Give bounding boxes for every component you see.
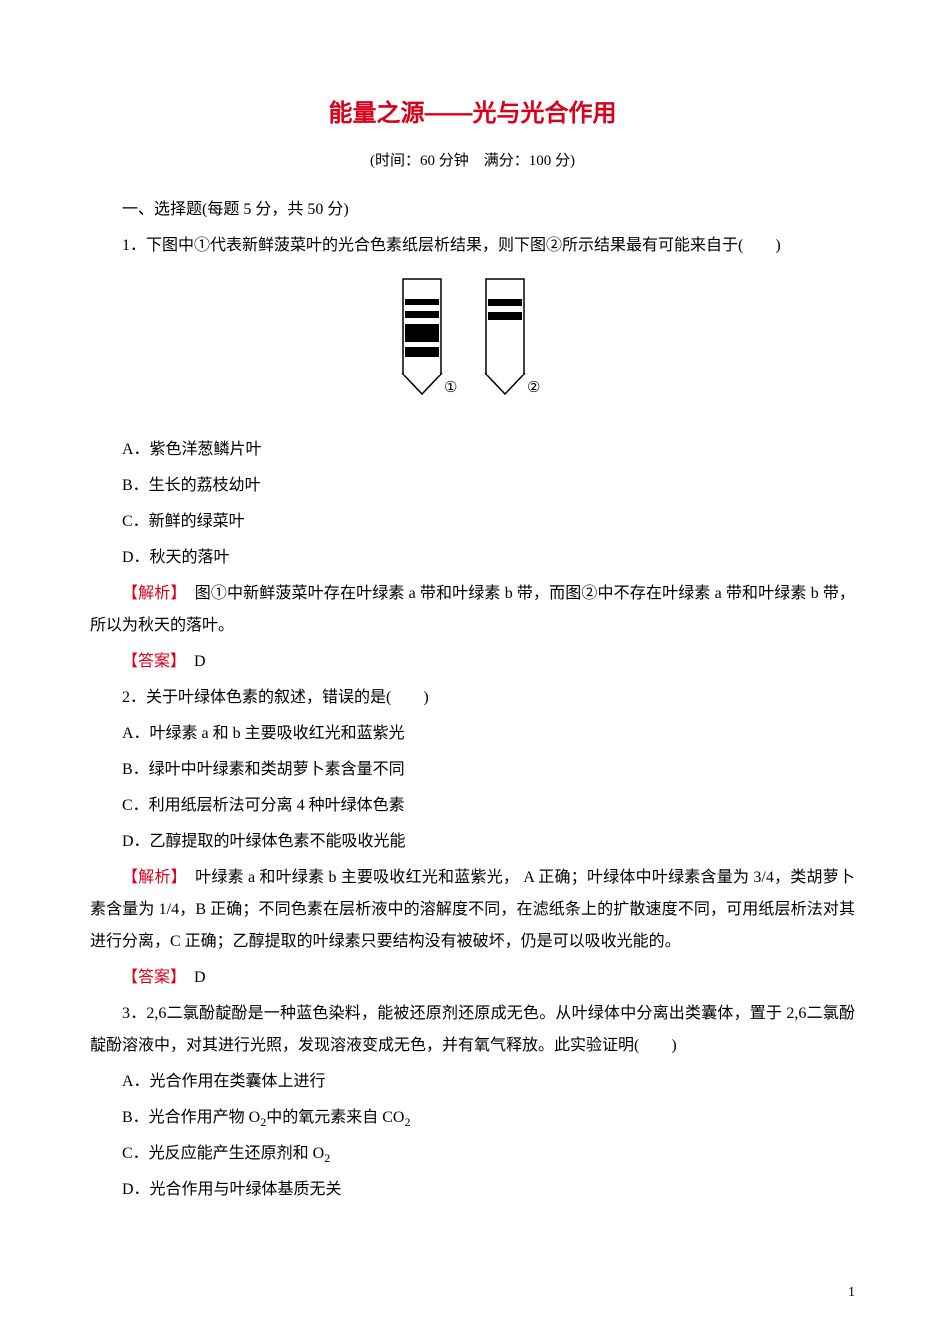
q1-option-d: D．秋天的落叶 <box>90 542 855 574</box>
q2-option-b: B．绿叶中叶绿素和类胡萝卜素含量不同 <box>90 754 855 786</box>
q2-analysis-text: 叶绿素 a 和叶绿素 b 主要吸收红光和蓝紫光， A 正确；叶绿体中叶绿素含量为… <box>90 869 855 950</box>
svg-text:②: ② <box>527 380 540 396</box>
q1-text: 1．下图中①代表新鲜菠菜叶的光合色素纸层析结果，则下图②所示结果最有可能来自于(… <box>90 230 855 262</box>
answer-label: 【答案】 <box>122 969 178 986</box>
q2-option-a: A．叶绿素 a 和 b 主要吸收红光和蓝紫光 <box>90 718 855 750</box>
answer-label: 【答案】 <box>122 653 178 670</box>
chromatography-diagram: ①② <box>90 274 855 426</box>
q3-option-c: C．光反应能产生还原剂和 O2 <box>90 1138 855 1170</box>
q1-answer-text: D <box>178 653 206 670</box>
q1-analysis: 【解析】 图①中新鲜菠菜叶存在叶绿素 a 带和叶绿素 b 带，而图②中不存在叶绿… <box>90 578 855 642</box>
q1-analysis-text: 图①中新鲜菠菜叶存在叶绿素 a 带和叶绿素 b 带，而图②中不存在叶绿素 a 带… <box>90 585 855 634</box>
section-1-heading: 一、选择题(每题 5 分，共 50 分) <box>90 194 855 226</box>
q2-analysis: 【解析】 叶绿素 a 和叶绿素 b 主要吸收红光和蓝紫光， A 正确；叶绿体中叶… <box>90 862 855 958</box>
q1-option-b: B．生长的荔枝幼叶 <box>90 470 855 502</box>
q3-option-b: B．光合作用产物 O2中的氧元素来自 CO2 <box>90 1102 855 1134</box>
q3-option-a: A．光合作用在类囊体上进行 <box>90 1066 855 1098</box>
page-number: 1 <box>848 1279 855 1307</box>
q2-answer-text: D <box>178 969 206 986</box>
svg-text:①: ① <box>444 380 457 396</box>
q2-answer: 【答案】 D <box>90 962 855 994</box>
q2-option-d: D．乙醇提取的叶绿体色素不能吸收光能 <box>90 826 855 858</box>
q3-text: 3．2,6二氯酚靛酚是一种蓝色染料，能被还原剂还原成无色。从叶绿体中分离出类囊体… <box>90 998 855 1062</box>
q1-option-a: A．紫色洋葱鳞片叶 <box>90 434 855 466</box>
q1-answer: 【答案】 D <box>90 646 855 678</box>
q3-option-d: D．光合作用与叶绿体基质无关 <box>90 1174 855 1206</box>
document-title: 能量之源——光与光合作用 <box>90 90 855 138</box>
q1-option-c: C．新鲜的绿菜叶 <box>90 506 855 538</box>
q2-option-c: C．利用纸层析法可分离 4 种叶绿体色素 <box>90 790 855 822</box>
q2-text: 2．关于叶绿体色素的叙述，错误的是( ) <box>90 682 855 714</box>
analysis-label: 【解析】 <box>122 869 179 886</box>
document-subtitle: (时间：60 分钟 满分：100 分) <box>90 146 855 176</box>
analysis-label: 【解析】 <box>122 585 179 602</box>
